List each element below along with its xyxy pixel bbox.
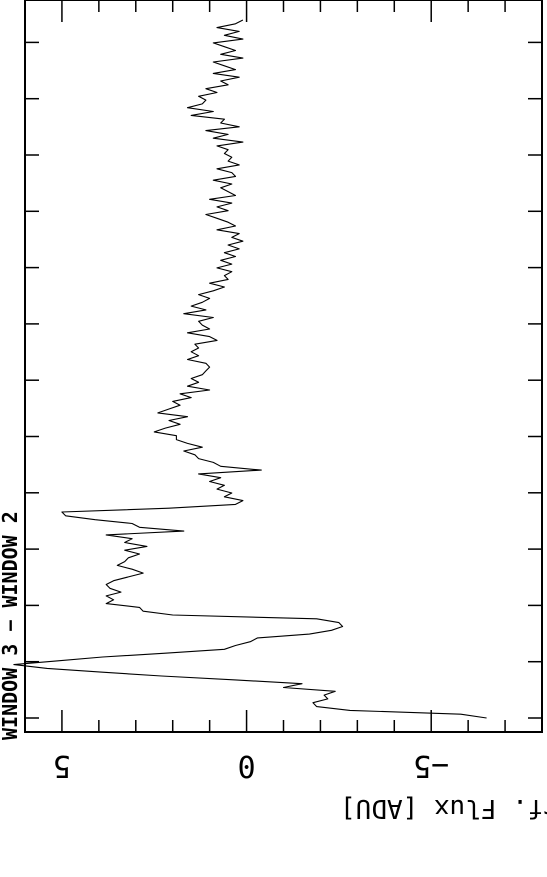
tick-marks xyxy=(24,0,543,732)
plot-frame xyxy=(24,0,543,733)
chart-title: WINDOW 3 − WINDOW 2 xyxy=(0,511,22,740)
series-line xyxy=(13,19,487,719)
y-tick-label: 0 xyxy=(238,748,256,783)
y-axis-label: Mean Interf. Flux [ADU] xyxy=(340,793,547,823)
y-tick-label: −5 xyxy=(413,748,449,783)
y-tick-labels: −5 0 5 xyxy=(53,748,449,783)
y-tick-label: 5 xyxy=(53,748,71,783)
